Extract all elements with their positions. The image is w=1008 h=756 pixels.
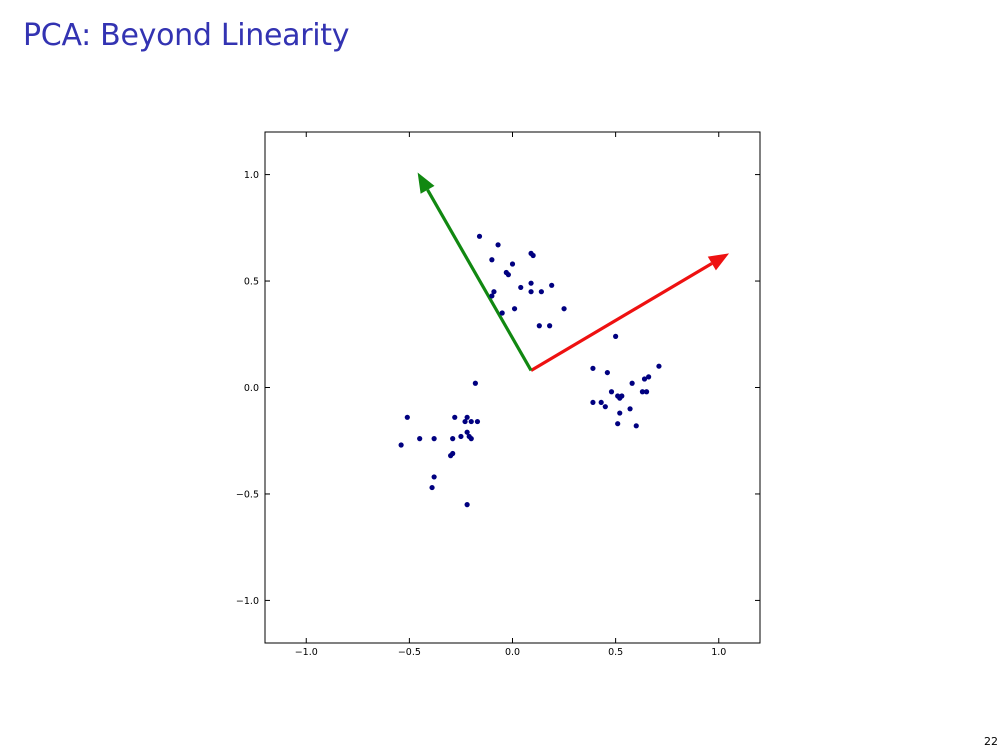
data-point: [538, 289, 544, 295]
data-point: [615, 421, 621, 427]
data-point: [590, 399, 596, 406]
data-point: [643, 389, 650, 395]
data-point: [417, 436, 423, 442]
y-tick-label: 0.0: [244, 383, 259, 394]
pc-arrow-1-shaft: [530, 262, 713, 372]
y-tick-label: −0.5: [236, 489, 259, 500]
pc-arrow-2-head: [417, 172, 435, 194]
data-point: [491, 289, 497, 295]
data-point: [547, 323, 553, 329]
y-tick-label: −1.0: [236, 596, 259, 607]
data-point: [458, 433, 464, 440]
data-point: [468, 436, 474, 442]
data-point: [549, 282, 555, 288]
data-point: [429, 484, 435, 491]
data-point: [518, 284, 524, 291]
data-point: [495, 242, 501, 248]
data-point: [528, 280, 534, 286]
data-point: [639, 389, 646, 395]
data-point: [629, 380, 635, 386]
data-point: [509, 261, 516, 267]
data-point: [613, 333, 619, 339]
data-point: [404, 414, 410, 420]
principal-component-arrows: [417, 172, 730, 372]
data-point: [448, 453, 454, 459]
x-tick-label: −0.5: [398, 647, 421, 658]
data-point: [452, 414, 458, 420]
data-point: [561, 306, 567, 312]
data-point: [464, 414, 470, 420]
data-point: [462, 418, 468, 425]
data-point: [641, 376, 648, 382]
data-point: [656, 363, 662, 369]
data-point: [602, 404, 608, 410]
x-axis-tick-labels: −1.0 −0.5 0.0 0.5 1.0: [295, 647, 727, 658]
data-point: [476, 233, 483, 239]
data-point: [450, 436, 456, 442]
data-point: [530, 252, 536, 259]
data-point: [489, 293, 495, 299]
data-point: [627, 406, 633, 412]
data-point: [608, 389, 615, 395]
plot-area-frame: [264, 131, 761, 644]
slide-title: PCA: Beyond Linearity: [23, 18, 350, 53]
data-points: [398, 233, 662, 508]
data-point: [604, 369, 610, 376]
pc-arrow-2-shaft: [426, 189, 533, 372]
x-tick-label: 1.0: [711, 647, 726, 658]
data-point: [489, 257, 495, 263]
data-point: [511, 306, 518, 312]
data-point: [598, 399, 604, 406]
data-point: [499, 310, 505, 316]
data-point: [617, 395, 623, 401]
data-point: [646, 374, 652, 380]
axis-ticks: [265, 132, 760, 643]
data-point: [431, 436, 437, 442]
y-axis-tick-labels: −1.0 −0.5 0.0 0.5 1.0: [236, 170, 259, 607]
x-tick-label: 0.0: [505, 647, 520, 658]
data-point: [431, 474, 437, 480]
data-point: [472, 380, 478, 386]
data-point: [464, 502, 470, 508]
data-point: [464, 429, 470, 435]
y-tick-label: 1.0: [244, 170, 259, 181]
pc-arrow-1-head: [707, 253, 730, 271]
y-tick-label: 0.5: [244, 277, 259, 288]
data-point: [536, 323, 542, 329]
x-tick-label: 0.5: [608, 647, 623, 658]
data-point: [505, 272, 511, 278]
x-tick-label: −1.0: [295, 647, 318, 658]
data-point: [528, 289, 534, 295]
data-point: [474, 418, 481, 425]
data-point: [398, 442, 404, 448]
page-number: 22: [984, 735, 998, 748]
data-point: [468, 418, 474, 425]
data-point: [590, 365, 596, 371]
data-point: [633, 423, 639, 429]
data-point: [617, 410, 623, 416]
